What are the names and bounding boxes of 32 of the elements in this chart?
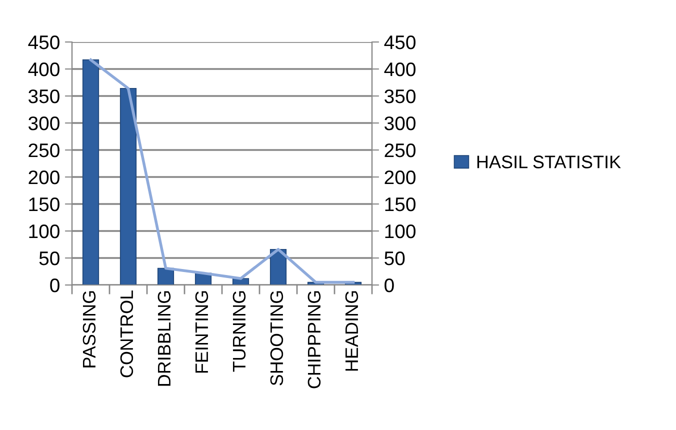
line-series xyxy=(89,58,355,284)
y-tick-label: 200 xyxy=(28,170,60,184)
y-tick-label: 350 xyxy=(28,89,60,104)
y2-tick-label: 400 xyxy=(384,62,416,76)
y2-tick-label: 0 xyxy=(384,278,394,292)
y2-tick-label: 150 xyxy=(385,197,416,212)
y2-tick-label: 100 xyxy=(385,224,416,238)
y-tick-label: 450 xyxy=(28,35,60,50)
y-tick-label: 250 xyxy=(28,143,60,158)
x-tick-label: TURNING xyxy=(232,291,246,372)
y-tick-label: 0 xyxy=(50,278,60,292)
legend-label: HASIL STATISTIK xyxy=(477,156,621,168)
y-tick-label: 400 xyxy=(28,62,60,76)
y-tick-label: 300 xyxy=(28,116,60,130)
x-tick-label: SHOOTING xyxy=(270,291,284,386)
y-tick-label: 50 xyxy=(39,251,60,266)
x-tick-label: CHIPPPING xyxy=(308,291,321,388)
y2-tick-label: 250 xyxy=(384,143,416,158)
y-tick-label: 100 xyxy=(29,224,60,238)
y2-tick-label: 450 xyxy=(384,35,416,50)
y2-tick-label: 50 xyxy=(384,251,405,266)
y2-tick-label: 200 xyxy=(384,170,416,184)
y2-tick-label: 350 xyxy=(384,89,416,104)
x-tick-label: CONTROL xyxy=(120,290,134,378)
x-tick-label: HEADING xyxy=(345,291,358,371)
y-tick-label: 150 xyxy=(29,197,60,212)
x-tick-label: PASSING xyxy=(82,291,96,368)
x-tick-label: FEINTING xyxy=(195,291,208,373)
bar xyxy=(82,59,100,285)
x-tick-label: DRIBBLING xyxy=(158,291,171,386)
y2-tick-label: 300 xyxy=(384,116,416,130)
bar xyxy=(120,88,137,285)
